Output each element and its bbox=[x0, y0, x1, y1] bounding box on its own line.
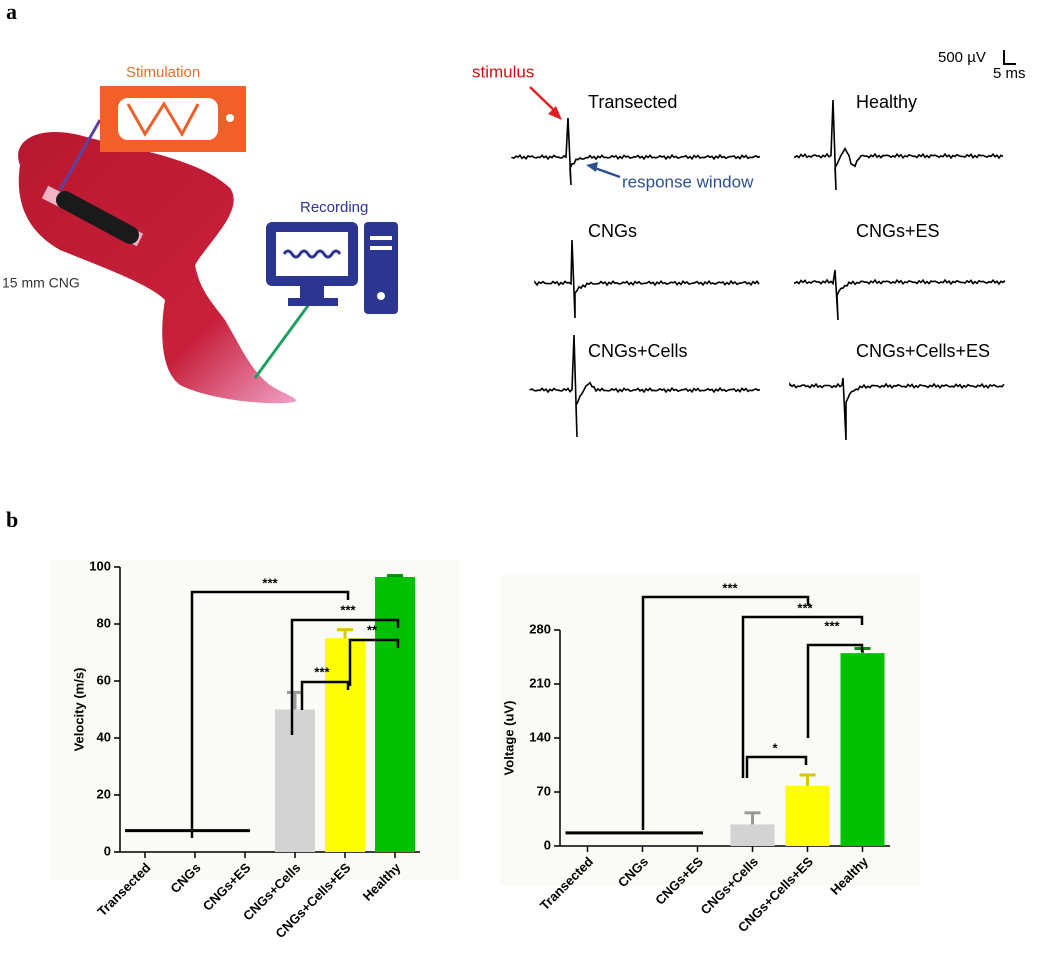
significance-label: *** bbox=[722, 580, 738, 595]
trace-title: Healthy bbox=[856, 92, 917, 112]
bar bbox=[375, 576, 415, 852]
significance-label: * bbox=[772, 740, 778, 755]
bar bbox=[325, 638, 365, 852]
tower-led bbox=[377, 292, 385, 300]
trace bbox=[534, 239, 760, 319]
trace bbox=[794, 269, 1006, 321]
bar bbox=[785, 785, 830, 846]
label: 5 ms bbox=[993, 65, 1026, 82]
y-axis-label: Velocity (m/s) bbox=[71, 668, 86, 752]
label: 500 µV bbox=[938, 49, 986, 66]
stim-wave bbox=[126, 101, 200, 138]
label: 15 mm CNG bbox=[2, 275, 80, 291]
trace-title: Transected bbox=[588, 92, 677, 112]
bar bbox=[730, 824, 775, 846]
trace-title: CNGs+ES bbox=[856, 221, 940, 241]
error-bar bbox=[799, 773, 816, 786]
trace-title: CNGs+Cells bbox=[588, 341, 688, 361]
y-tick-label: 80 bbox=[97, 615, 111, 630]
significance-bracket bbox=[348, 638, 400, 686]
y-tick-label: 60 bbox=[97, 672, 111, 687]
significance-bracket bbox=[745, 755, 808, 778]
label: Recording bbox=[300, 199, 368, 216]
monitor-screen bbox=[276, 232, 348, 276]
trace bbox=[511, 117, 761, 186]
y-tick-label: 0 bbox=[104, 843, 111, 858]
significance-bracket bbox=[290, 618, 400, 735]
nerve bbox=[18, 131, 296, 404]
trace-title: CNGs bbox=[588, 221, 637, 241]
y-axis-label: Voltage (uV) bbox=[501, 701, 516, 776]
monitor-wave bbox=[282, 249, 342, 259]
trace bbox=[529, 334, 761, 438]
scale-bar bbox=[1003, 50, 1016, 65]
error-bar bbox=[744, 811, 761, 825]
diagram: Stimulation Recording 15 mm CNG stimulus… bbox=[2, 49, 1026, 404]
arrow bbox=[591, 165, 621, 179]
bar bbox=[275, 709, 315, 852]
significance-label: *** bbox=[340, 602, 356, 617]
stim-wire bbox=[58, 119, 102, 191]
rec-wire bbox=[253, 291, 320, 379]
trace bbox=[794, 99, 1004, 191]
conduit bbox=[56, 191, 139, 244]
significance-label: *** bbox=[797, 600, 813, 615]
significance-label: *** bbox=[824, 618, 840, 633]
y-tick-label: 40 bbox=[97, 729, 111, 744]
panel-label: a bbox=[6, 0, 17, 24]
significance-bracket bbox=[741, 615, 864, 778]
traces: Transected Healthy CNGs CNGs+ES CNGs+Cells CN… bbox=[511, 92, 1006, 441]
significance-label: ** bbox=[367, 622, 378, 637]
error-bar bbox=[287, 690, 303, 710]
significance-label: *** bbox=[314, 664, 330, 679]
significance-label: *** bbox=[262, 575, 278, 590]
label: Stimulation bbox=[126, 64, 200, 81]
error-bar bbox=[337, 628, 353, 639]
significance-bracket bbox=[190, 590, 350, 838]
y-tick-label: 0 bbox=[544, 837, 551, 852]
y-tick-label: 210 bbox=[529, 675, 551, 690]
y-tick-label: 70 bbox=[537, 783, 551, 798]
significance-bracket bbox=[806, 643, 864, 738]
tower-slot bbox=[370, 246, 392, 250]
label: stimulus bbox=[472, 62, 534, 81]
base bbox=[288, 298, 338, 306]
label: response window bbox=[622, 172, 754, 191]
significance-bracket bbox=[300, 680, 350, 710]
bar bbox=[840, 653, 885, 846]
y-tick-label: 20 bbox=[97, 786, 111, 801]
tower-slot bbox=[370, 236, 392, 240]
trace bbox=[789, 377, 1005, 441]
stim-screen bbox=[118, 98, 218, 140]
y-tick-label: 280 bbox=[529, 621, 551, 636]
arrowhead bbox=[586, 162, 598, 172]
stand bbox=[300, 286, 324, 300]
tower bbox=[364, 222, 398, 314]
significance-bracket bbox=[641, 595, 810, 830]
y-tick-label: 140 bbox=[529, 729, 551, 744]
y-tick-label: 100 bbox=[89, 558, 111, 573]
stim-led bbox=[226, 114, 234, 122]
error-bar bbox=[387, 574, 403, 578]
arrowhead bbox=[548, 106, 562, 120]
panel-label: b bbox=[6, 507, 18, 532]
trace-title: CNGs+Cells+ES bbox=[856, 341, 990, 361]
